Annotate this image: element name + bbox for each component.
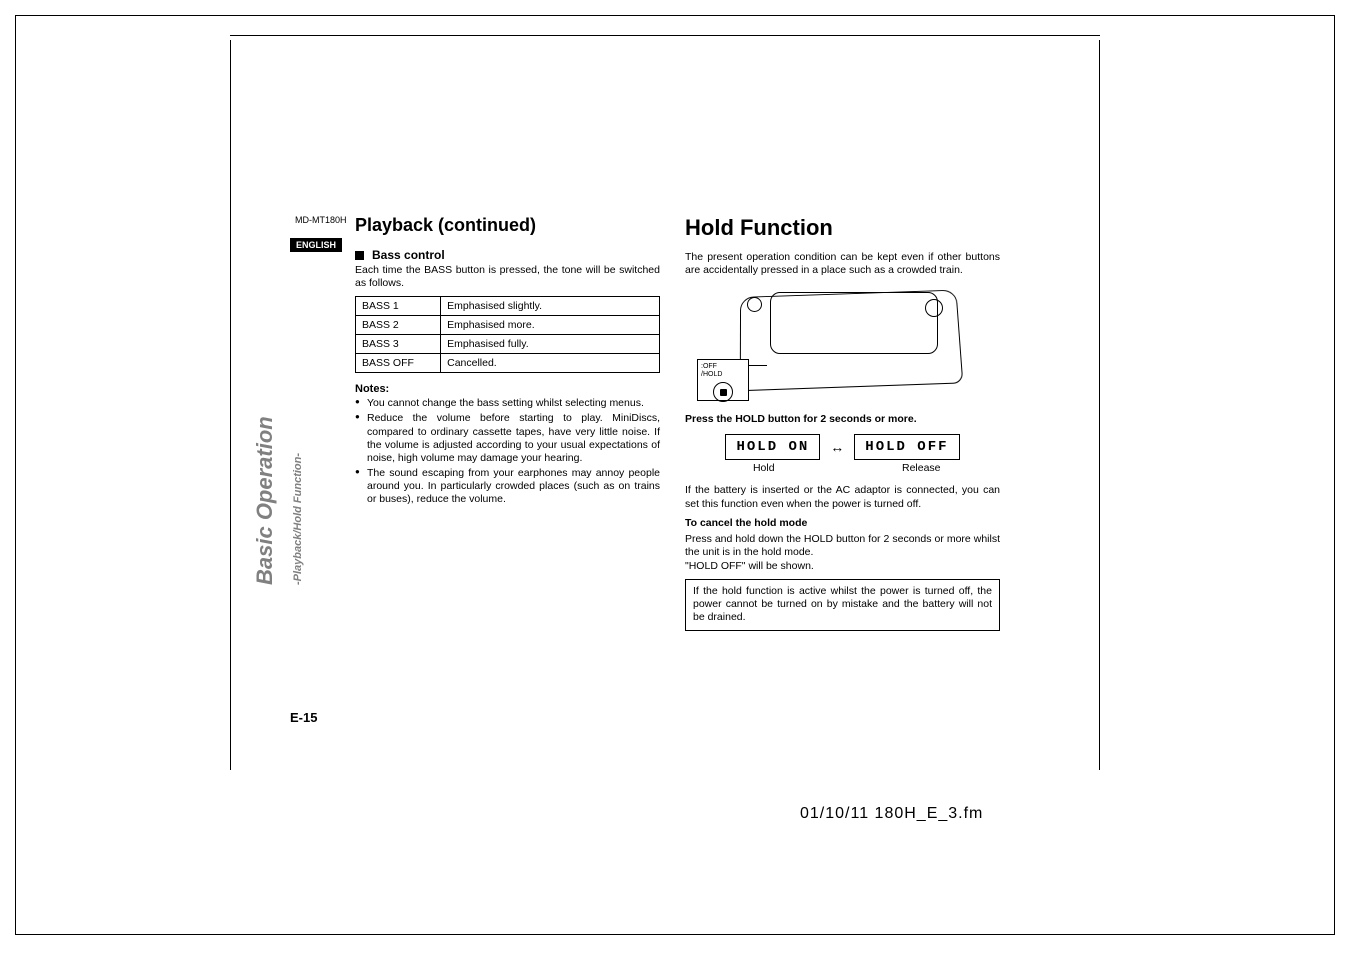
lcd-label-hold: Hold xyxy=(685,462,843,474)
table-cell: BASS OFF xyxy=(356,354,441,373)
lcd-labels: Hold Release xyxy=(685,462,1000,474)
press-hold-instruction: Press the HOLD button for 2 seconds or m… xyxy=(685,413,1000,426)
square-bullet-icon xyxy=(355,251,364,260)
page-number: E-15 xyxy=(290,710,317,725)
notes-list: You cannot change the bass setting whils… xyxy=(355,397,660,506)
hold-info-box: If the hold function is active whilst th… xyxy=(685,579,1000,630)
list-item: You cannot change the bass setting whils… xyxy=(355,397,660,410)
bass-intro: Each time the BASS button is pressed, th… xyxy=(355,264,660,290)
table-row: BASS 2Emphasised more. xyxy=(356,316,660,335)
table-cell: Emphasised more. xyxy=(441,316,660,335)
cancel-hold-body-1: Press and hold down the HOLD button for … xyxy=(685,533,1000,559)
table-cell: Emphasised slightly. xyxy=(441,297,660,316)
table-row: BASS 3Emphasised fully. xyxy=(356,335,660,354)
bass-control-heading: Bass control xyxy=(355,248,660,262)
section-tab-main: Basic Operation xyxy=(252,416,278,585)
section-tab: Basic Operation -Playback/Hold Function- xyxy=(278,365,323,585)
cancel-hold-body-2: "HOLD OFF" will be shown. xyxy=(685,560,1000,573)
left-column: Playback (continued) Bass control Each t… xyxy=(355,215,660,508)
device-lid-outline xyxy=(770,292,938,354)
list-item: The sound escaping from your earphones m… xyxy=(355,467,660,506)
callout-line xyxy=(749,365,767,366)
cancel-hold-heading: To cancel the hold mode xyxy=(685,517,1000,530)
footer-text: 01/10/11 180H_E_3.fm xyxy=(800,805,983,823)
hold-intro: The present operation condition can be k… xyxy=(685,251,1000,277)
notes-heading: Notes: xyxy=(355,383,660,395)
lcd-states: HOLD ON ↔ HOLD OFF xyxy=(685,434,1000,460)
table-cell: BASS 3 xyxy=(356,335,441,354)
playback-heading: Playback (continued) xyxy=(355,215,660,236)
section-tab-sub: -Playback/Hold Function- xyxy=(292,453,304,585)
lcd-hold-on: HOLD ON xyxy=(725,434,820,460)
table-row: BASS 1Emphasised slightly. xyxy=(356,297,660,316)
battery-note: If the battery is inserted or the AC ada… xyxy=(685,484,1000,510)
model-code: MD-MT180H xyxy=(295,215,347,225)
list-item: Reduce the volume before starting to pla… xyxy=(355,412,660,465)
table-row: BASS OFFCancelled. xyxy=(356,354,660,373)
double-arrow-icon: ↔ xyxy=(830,439,844,455)
language-badge: ENGLISH xyxy=(290,238,342,252)
table-cell: Emphasised fully. xyxy=(441,335,660,354)
table-cell: Cancelled. xyxy=(441,354,660,373)
bass-control-label: Bass control xyxy=(372,248,445,262)
lcd-label-release: Release xyxy=(843,462,1001,474)
hold-function-heading: Hold Function xyxy=(685,215,1000,241)
hold-switch-label: :OFF /HOLD xyxy=(698,360,748,378)
bass-table: BASS 1Emphasised slightly.BASS 2Emphasis… xyxy=(355,296,660,373)
device-illustration: :OFF /HOLD xyxy=(685,287,1000,407)
hold-button-icon xyxy=(713,382,733,402)
lcd-hold-off: HOLD OFF xyxy=(854,434,959,460)
hold-switch-callout: :OFF /HOLD xyxy=(697,359,749,401)
table-cell: BASS 1 xyxy=(356,297,441,316)
crop-mark xyxy=(230,35,1100,36)
table-cell: BASS 2 xyxy=(356,316,441,335)
right-column: Hold Function The present operation cond… xyxy=(685,215,1000,631)
